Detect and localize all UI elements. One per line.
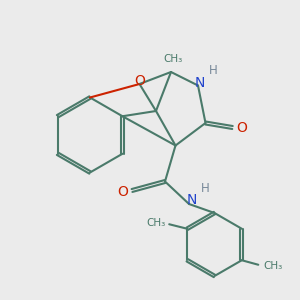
Text: CH₃: CH₃: [264, 261, 283, 271]
Text: N: N: [186, 194, 197, 207]
Text: CH₃: CH₃: [146, 218, 165, 228]
Text: H: H: [208, 64, 217, 77]
Text: O: O: [118, 185, 128, 199]
Text: N: N: [194, 76, 205, 90]
Text: O: O: [236, 121, 247, 134]
Text: H: H: [201, 182, 210, 196]
Text: CH₃: CH₃: [163, 53, 182, 64]
Text: O: O: [134, 74, 145, 88]
